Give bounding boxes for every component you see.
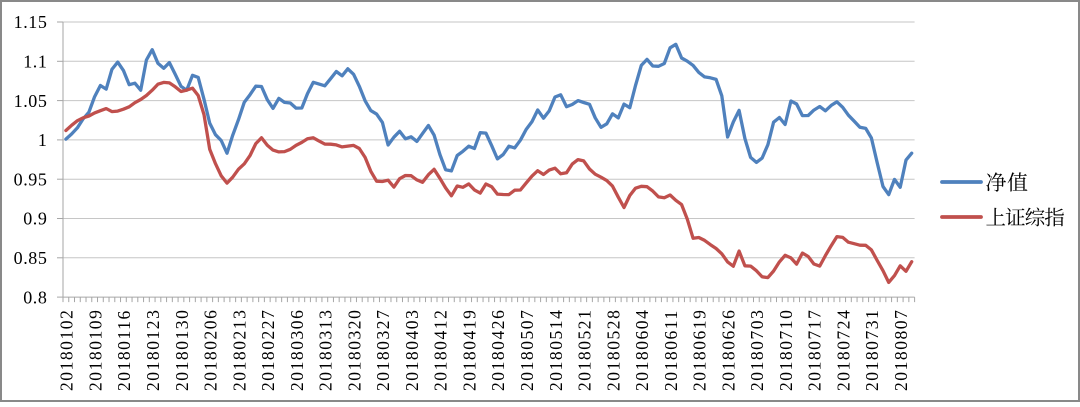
svg-text:1.1: 1.1 [23,52,47,72]
svg-text:20180626: 20180626 [718,309,738,391]
svg-text:20180130: 20180130 [172,309,192,391]
svg-text:20180703: 20180703 [747,309,767,391]
svg-text:20180717: 20180717 [805,309,825,391]
svg-text:20180514: 20180514 [546,309,566,391]
svg-text:20180313: 20180313 [316,309,336,391]
svg-text:20180306: 20180306 [287,309,307,391]
svg-text:20180710: 20180710 [776,309,796,391]
svg-text:20180528: 20180528 [603,309,623,391]
svg-text:20180724: 20180724 [834,309,854,391]
svg-text:20180412: 20180412 [431,309,451,391]
svg-text:20180619: 20180619 [690,309,710,391]
svg-text:20180327: 20180327 [373,309,393,391]
svg-text:20180213: 20180213 [229,309,249,391]
svg-text:0.85: 0.85 [14,248,48,268]
svg-text:20180227: 20180227 [258,309,278,391]
svg-text:20180403: 20180403 [402,309,422,391]
svg-text:1: 1 [38,130,48,150]
svg-text:20180426: 20180426 [488,309,508,391]
svg-text:20180507: 20180507 [517,309,537,391]
svg-text:20180611: 20180611 [661,309,681,391]
svg-text:20180731: 20180731 [862,309,882,391]
svg-text:1.05: 1.05 [14,91,48,111]
svg-text:20180123: 20180123 [143,309,163,391]
svg-text:20180116: 20180116 [114,309,134,391]
svg-text:20180206: 20180206 [201,309,221,391]
svg-text:20180521: 20180521 [575,309,595,391]
svg-text:20180419: 20180419 [460,309,480,391]
svg-text:20180807: 20180807 [891,309,911,391]
svg-text:0.9: 0.9 [23,209,47,229]
svg-text:20180102: 20180102 [57,309,77,391]
svg-text:20180320: 20180320 [344,309,364,391]
svg-text:20180604: 20180604 [632,309,652,391]
svg-text:0.8: 0.8 [23,287,47,307]
svg-text:0.95: 0.95 [14,169,48,189]
svg-text:1.15: 1.15 [14,12,48,32]
svg-text:20180109: 20180109 [85,309,105,391]
